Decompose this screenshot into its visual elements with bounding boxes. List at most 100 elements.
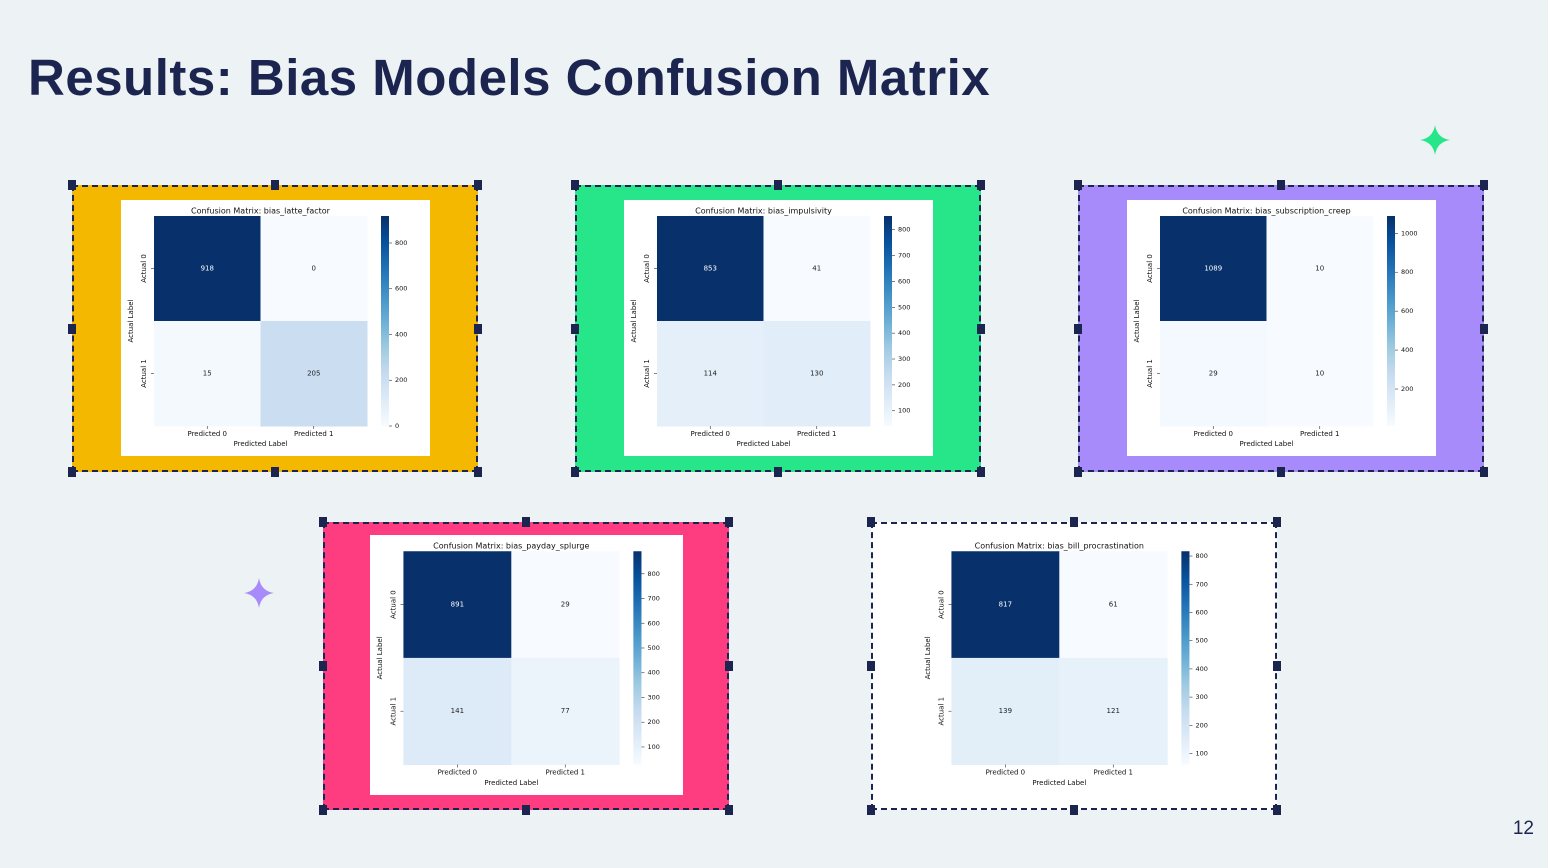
colorbar-tick-label: 400 <box>898 329 910 337</box>
heatmap-cell <box>763 321 871 427</box>
cell-label: 121 <box>1107 707 1120 715</box>
y-tick-label: Actual 1 <box>937 697 945 726</box>
y-tick-label: Actual 0 <box>389 590 397 619</box>
sparkle <box>1420 125 1450 155</box>
heatmap-cell <box>657 321 764 427</box>
x-tick-label: Predicted 1 <box>545 769 585 777</box>
colorbar-tick-label: 200 <box>647 718 659 726</box>
resize-handle <box>1070 517 1078 527</box>
resize-handle <box>68 323 76 334</box>
heatmap-chart: Confusion Matrix: bias_latte_factor 918 0 1… <box>127 207 407 449</box>
colorbar-tick-label: 300 <box>898 355 910 363</box>
resize-handle <box>725 805 733 815</box>
y-tick-label: Actual 1 <box>1146 359 1154 388</box>
colorbar <box>1387 216 1395 426</box>
cell-label: 61 <box>1109 601 1118 609</box>
resize-handle <box>1273 517 1281 527</box>
colorbar-tick-label: 700 <box>1195 580 1207 588</box>
heatmap-chart: Confusion Matrix: bias_bill_procrastinat… <box>924 542 1208 787</box>
heatmap-cell <box>657 216 764 322</box>
resize-handle <box>474 467 482 477</box>
x-tick-label: Predicted 1 <box>797 430 837 438</box>
cell-label: 0 <box>312 265 316 273</box>
resize-handle <box>1480 180 1488 190</box>
chart-image: Confusion Matrix: bias_payday_splurge 891… <box>370 535 683 795</box>
colorbar-tick-label: 100 <box>1195 750 1207 758</box>
cell-label: 29 <box>1209 370 1218 378</box>
y-axis-label: Actual Label <box>1133 299 1141 342</box>
cell-label: 891 <box>451 601 464 609</box>
y-axis-label: Actual Label <box>376 636 384 679</box>
cell-label: 114 <box>704 370 718 378</box>
x-tick-label: Predicted 0 <box>1193 430 1233 438</box>
heatmap-cell <box>763 216 871 322</box>
resize-handle <box>1277 467 1285 477</box>
heatmap-cell <box>403 657 512 766</box>
colorbar <box>633 551 642 765</box>
x-axis-label: Predicted Label <box>1240 440 1294 448</box>
x-tick-label: Predicted 0 <box>986 769 1026 777</box>
y-tick-label: Actual 0 <box>1146 254 1154 283</box>
resize-handle <box>867 517 875 527</box>
heatmap-cell <box>154 216 261 322</box>
x-axis-label: Predicted Label <box>484 779 538 787</box>
chart-image: Confusion Matrix: bias_impulsivity 853 41 1… <box>624 200 933 456</box>
colorbar <box>381 216 389 426</box>
colorbar-tick-label: 700 <box>898 252 910 260</box>
x-tick-label: Predicted 1 <box>294 430 334 438</box>
colorbar-tick-label: 800 <box>1401 268 1413 276</box>
resize-handle <box>319 517 327 527</box>
resize-handle <box>867 805 875 815</box>
colorbar-tick-label: 300 <box>647 693 659 701</box>
heatmap-cell <box>260 321 368 427</box>
x-axis-label: Predicted Label <box>1032 779 1086 787</box>
resize-handle <box>522 517 530 527</box>
y-tick-label: Actual 1 <box>643 359 651 388</box>
x-tick-label: Predicted 1 <box>1093 769 1133 777</box>
cell-label: 205 <box>307 370 320 378</box>
colorbar-tick-label: 800 <box>395 239 407 247</box>
heatmap-cell <box>511 657 620 766</box>
resize-handle <box>522 805 530 815</box>
resize-handle <box>977 323 985 334</box>
cell-label: 29 <box>561 601 570 609</box>
colorbar-tick-label: 0 <box>395 422 399 430</box>
cell-label: 1089 <box>1204 265 1222 273</box>
colorbar-tick-label: 600 <box>1195 608 1207 616</box>
resize-handle <box>725 661 733 671</box>
heatmap-cell <box>154 321 261 427</box>
y-axis-label: Actual Label <box>630 299 638 342</box>
x-axis-label: Predicted Label <box>737 440 791 448</box>
x-tick-label: Predicted 0 <box>438 769 478 777</box>
colorbar-tick-label: 200 <box>1401 385 1413 393</box>
heatmap-chart: Confusion Matrix: bias_impulsivity 853 41 1… <box>630 207 910 449</box>
y-tick-label: Actual 0 <box>140 254 148 283</box>
resize-handle <box>474 180 482 190</box>
colorbar-tick-label: 700 <box>647 595 659 603</box>
y-tick-label: Actual 1 <box>389 697 397 726</box>
colorbar-tick-label: 500 <box>1195 637 1207 645</box>
resize-handle <box>271 467 279 477</box>
chart-image: Confusion Matrix: bias_subscription_cree… <box>1127 200 1436 456</box>
resize-handle <box>1074 323 1082 334</box>
colorbar-tick-label: 800 <box>898 226 910 234</box>
heatmap-cell <box>1266 216 1374 322</box>
resize-handle <box>68 180 76 190</box>
cell-label: 139 <box>999 707 1012 715</box>
chart-title: Confusion Matrix: bias_payday_splurge <box>433 542 589 551</box>
x-tick-label: Predicted 0 <box>187 430 227 438</box>
colorbar-tick-label: 400 <box>395 330 407 338</box>
cell-label: 817 <box>999 601 1012 609</box>
cell-label: 15 <box>203 370 212 378</box>
resize-handle <box>1074 180 1082 190</box>
resize-handle <box>68 467 76 477</box>
resize-handle <box>1480 323 1488 334</box>
colorbar-tick-label: 500 <box>898 303 910 311</box>
chart-title: Confusion Matrix: bias_subscription_cree… <box>1182 207 1350 216</box>
chart-title: Confusion Matrix: bias_impulsivity <box>695 207 832 216</box>
resize-handle <box>1070 805 1078 815</box>
colorbar-tick-label: 1000 <box>1401 229 1418 237</box>
resize-handle <box>1480 467 1488 477</box>
colorbar-tick-label: 600 <box>1401 307 1413 315</box>
resize-handle <box>1074 467 1082 477</box>
